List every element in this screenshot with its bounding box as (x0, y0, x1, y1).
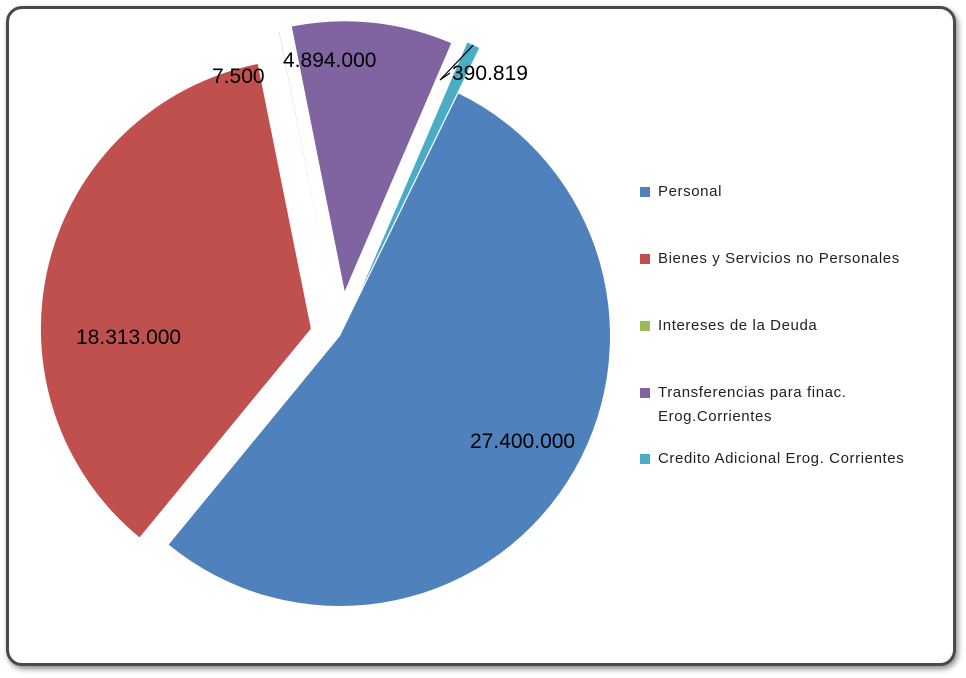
slice-personal (168, 93, 611, 607)
legend-label: Bienes y Servicios no Personales (658, 250, 900, 267)
slice-credito-adicional (360, 42, 480, 291)
pie-labels: 27.400.000 18.313.000 7.500 4.894.000 390.81… (76, 44, 575, 453)
legend-label: Transferencias para finac. Erog.Corrient… (658, 384, 847, 425)
legend-swatch (640, 187, 650, 197)
legend-swatch (640, 388, 650, 398)
legend-swatch (640, 454, 650, 464)
legend-label: Credito Adicional Erog. Corrientes (658, 450, 905, 467)
legend-item-transferencias: Transferencias para finac. Erog.Corrient… (640, 381, 898, 429)
legend-item-bienes-servicios: Bienes y Servicios no Personales (640, 247, 948, 270)
slice-intereses-deuda (278, 32, 333, 297)
data-label-intereses-deuda: 7.500 (212, 65, 265, 88)
legend-item-credito-adicional: Credito Adicional Erog. Corrientes (640, 447, 948, 470)
data-label-credito-adicional: 390.819 (452, 62, 528, 85)
slice-bienes-servicios (40, 64, 311, 538)
slice-transferencias (291, 21, 452, 292)
data-label-personal: 27.400.000 (470, 430, 575, 453)
legend-label: Intereses de la Deuda (658, 317, 818, 334)
pie-slices (40, 21, 611, 607)
legend-item-intereses-deuda: Intereses de la Deuda (640, 314, 948, 337)
legend-item-personal: Personal (640, 180, 948, 203)
leader-line-credito-adicional (439, 44, 474, 81)
data-label-bienes-servicios: 18.313.000 (76, 326, 181, 349)
data-label-transferencias: 4.894.000 (283, 49, 376, 72)
legend-swatch (640, 321, 650, 331)
legend-label: Personal (658, 183, 723, 200)
legend-swatch (640, 254, 650, 264)
